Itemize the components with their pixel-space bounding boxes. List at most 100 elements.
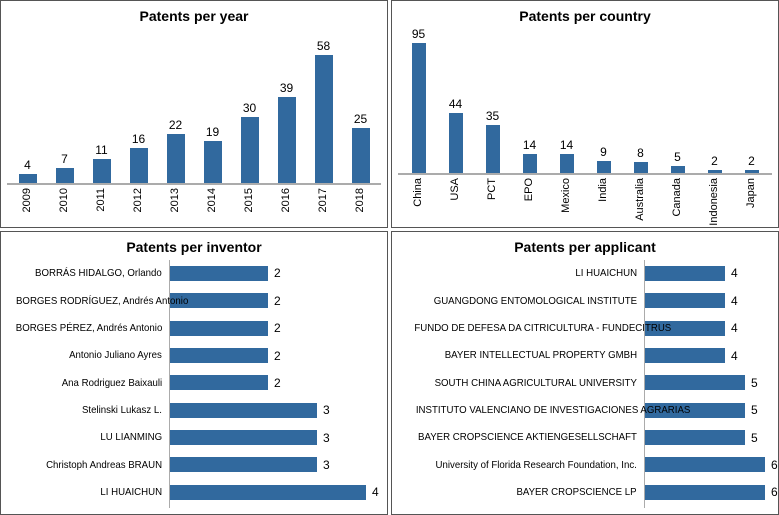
bar-value-label: 2 — [711, 153, 718, 168]
x-axis-label: 2011 — [95, 188, 107, 212]
bar — [170, 484, 366, 500]
x-axis-label: 2014 — [206, 188, 218, 213]
x-axis-label-cell: USA — [437, 175, 474, 227]
panel-patents-per-year: Patents per year 4 7 11 16 22 19 30 39 58 25 2009 2… — [0, 0, 388, 228]
bar-row: LI HUAICHUN 4 — [392, 265, 778, 281]
x-axis-labels: China USA PCT EPO Mexico India Australia Canada… — [392, 175, 778, 227]
x-axis-label: 2010 — [58, 188, 70, 213]
bar — [633, 162, 648, 173]
x-axis-label-cell: 2017 — [305, 185, 342, 227]
x-axis-label: 2016 — [280, 188, 292, 213]
bar — [645, 484, 765, 500]
bar-value-label: 4 — [372, 485, 379, 500]
bar-group: 39 — [268, 80, 305, 183]
y-axis-label-cell: LI HUAICHUN — [1, 486, 169, 499]
bar-value-label: 95 — [411, 26, 426, 41]
y-axis-label-cell: Stelinski Lukasz L. — [1, 404, 169, 417]
x-axis-label-cell: 2016 — [268, 185, 305, 227]
x-axis-label: China — [412, 178, 424, 207]
x-axis-label: India — [597, 178, 609, 202]
y-axis-label-cell: LU LIANMING — [1, 431, 169, 444]
bar — [170, 375, 268, 391]
bar-group: 9 — [585, 145, 622, 173]
bar — [559, 154, 574, 173]
bar-value-label: 39 — [279, 80, 294, 95]
bar-value-label: 4 — [731, 293, 738, 308]
bar-group: 25 — [342, 111, 379, 183]
bar-row: BORRÁS HIDALGO, Orlando 2 — [1, 265, 387, 281]
bar-row: BORGES PÉREZ, Andrés Antonio 2 — [1, 320, 387, 336]
x-axis-label-cell: 2013 — [157, 185, 194, 227]
bar-group: 8 — [622, 146, 659, 173]
bar-value-label: 19 — [205, 124, 220, 139]
bar-value-label: 7 — [61, 151, 68, 166]
y-axis-label-cell: Christoph Andreas BRAUN — [1, 459, 169, 472]
bar-value-label: 22 — [168, 117, 183, 132]
y-axis-label: LU LIANMING — [100, 431, 162, 444]
bar-group: 2 — [733, 153, 770, 173]
bar-value-label: 2 — [274, 321, 281, 336]
bar-value-label: 5 — [674, 149, 681, 164]
x-axis-line — [7, 183, 381, 185]
bar — [645, 265, 725, 281]
bar-chart-patents-per-inventor: BORRÁS HIDALGO, Orlando 2 BORGES RODRÍGUEZ… — [1, 258, 387, 514]
bar-value-label: 2 — [748, 153, 755, 168]
panel-patents-per-applicant: Patents per applicant LI HUAICHUN 4 GUANGD… — [391, 231, 779, 515]
y-axis-label: SOUTH CHINA AGRICULTURAL UNIVERSITY — [434, 376, 637, 389]
y-axis-label: BAYER CROPSCIENCE LP — [516, 485, 637, 498]
rows-area: BORRÁS HIDALGO, Orlando 2 BORGES RODRÍGUEZ… — [1, 258, 387, 514]
bar — [166, 134, 185, 183]
bar-group: 35 — [474, 109, 511, 173]
chart-title: Patents per country — [519, 8, 651, 24]
y-axis-label: GUANGDONG ENTOMOLOGICAL INSTITUTE — [433, 294, 637, 307]
bar-value-label: 5 — [751, 430, 758, 445]
y-axis-label-cell: Ana Rodriguez Baixauli — [1, 377, 169, 390]
y-axis-label: Stelinski Lukasz L. — [81, 403, 162, 416]
bar — [240, 117, 259, 183]
y-axis-label-cell: BAYER CROPSCIENCE AKTIENGESELLSCHAFT — [392, 431, 644, 444]
chart-title: Patents per applicant — [514, 239, 656, 255]
plot-area: 4 7 11 16 22 19 30 39 58 25 — [1, 39, 387, 183]
bar-row: Ana Rodriguez Baixauli 2 — [1, 375, 387, 391]
bar — [314, 55, 333, 183]
y-axis-label-cell: LI HUAICHUN — [392, 267, 644, 280]
x-axis-label: PCT — [486, 178, 498, 200]
bar-value-label: 2 — [274, 348, 281, 363]
bar — [55, 168, 74, 183]
x-axis-label-cell: PCT — [474, 175, 511, 227]
bar — [129, 148, 148, 183]
panel-patents-per-inventor: Patents per inventor BORRÁS HIDALGO, Orl… — [0, 231, 388, 515]
x-axis-label-cell: 2010 — [46, 185, 83, 227]
bar — [645, 293, 725, 309]
bar-row: INSTITUTO VALENCIANO DE INVESTIGACIONES … — [392, 402, 778, 418]
y-axis-label: University of Florida Research Foundatio… — [435, 458, 637, 471]
y-axis-label-cell: BAYER INTELLECTUAL PROPERTY GMBH — [392, 349, 644, 362]
bar — [18, 174, 37, 183]
bar-group: 5 — [659, 149, 696, 173]
bar-group: 4 — [9, 158, 46, 183]
y-axis-label-cell: BORGES PÉREZ, Andrés Antonio — [1, 322, 169, 335]
bar-group: 95 — [400, 26, 437, 173]
bar — [645, 457, 765, 473]
bar — [645, 348, 725, 363]
bar — [448, 113, 463, 173]
bar-value-label: 25 — [353, 111, 368, 126]
plot-area: 95 44 35 14 14 9 8 5 2 2 — [392, 26, 778, 173]
x-axis-label-cell: Indonesia — [696, 175, 733, 227]
y-axis-label-cell: BAYER CROPSCIENCE LP — [392, 486, 644, 499]
x-axis-label-cell: 2014 — [194, 185, 231, 227]
y-axis-label: BAYER INTELLECTUAL PROPERTY GMBH — [444, 349, 637, 362]
bar-value-label: 16 — [131, 131, 146, 146]
x-axis-label: Indonesia — [708, 178, 720, 226]
bar-value-label: 2 — [274, 293, 281, 308]
bar-value-label: 6 — [771, 485, 778, 500]
bar-value-label: 6 — [771, 457, 778, 472]
bar — [170, 348, 268, 363]
bar — [411, 43, 426, 173]
bar-value-label: 3 — [323, 457, 330, 472]
x-axis-label: 2012 — [132, 188, 144, 213]
x-axis-label: 2018 — [354, 188, 366, 213]
bar — [522, 154, 537, 173]
bar-group: 19 — [194, 124, 231, 183]
bar — [645, 402, 745, 418]
